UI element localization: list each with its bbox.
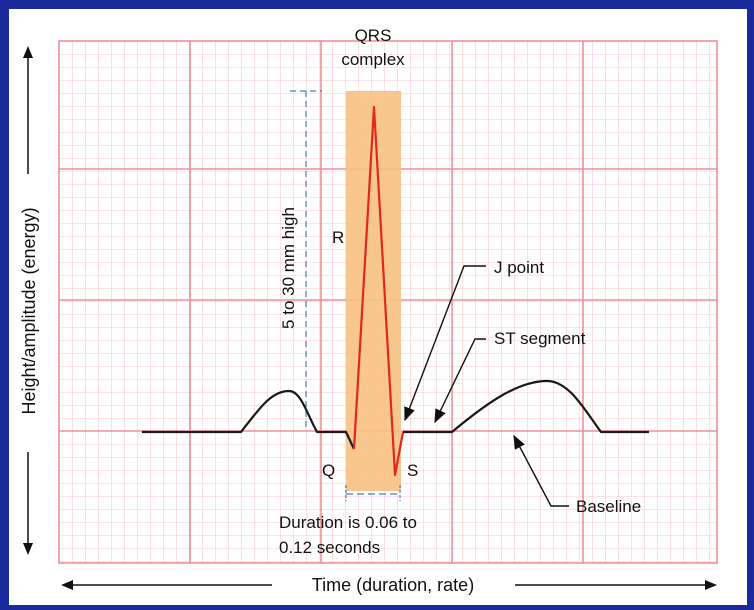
amplitude-bracket	[290, 90, 322, 431]
ecg-diagram: QRS complex 5 to 30 mm high R Q S J poin…	[9, 9, 747, 605]
s-label: S	[407, 461, 418, 480]
ecg-svg: QRS complex 5 to 30 mm high R Q S J poin…	[19, 26, 718, 595]
qrs-label-line1: QRS	[355, 26, 392, 45]
q-label: Q	[322, 461, 335, 480]
duration-bracket	[345, 485, 401, 501]
y-axis-label: Height/amplitude (energy)	[19, 207, 39, 414]
qrs-label-line2: complex	[341, 50, 405, 69]
duration-label-line2: 0.12 seconds	[279, 538, 380, 557]
j-point-label: J point	[494, 258, 544, 277]
annotation-arrows	[404, 265, 569, 507]
x-axis: Time (duration, rate)	[61, 575, 717, 595]
x-axis-label: Time (duration, rate)	[312, 575, 474, 595]
st-segment-label: ST segment	[494, 329, 586, 348]
ecg-waveform	[142, 105, 649, 477]
r-label: R	[332, 228, 344, 247]
duration-label-line1: Duration is 0.06 to	[279, 513, 417, 532]
amplitude-label: 5 to 30 mm high	[279, 207, 298, 329]
y-axis: Height/amplitude (energy)	[19, 46, 39, 555]
baseline-label: Baseline	[576, 497, 641, 516]
